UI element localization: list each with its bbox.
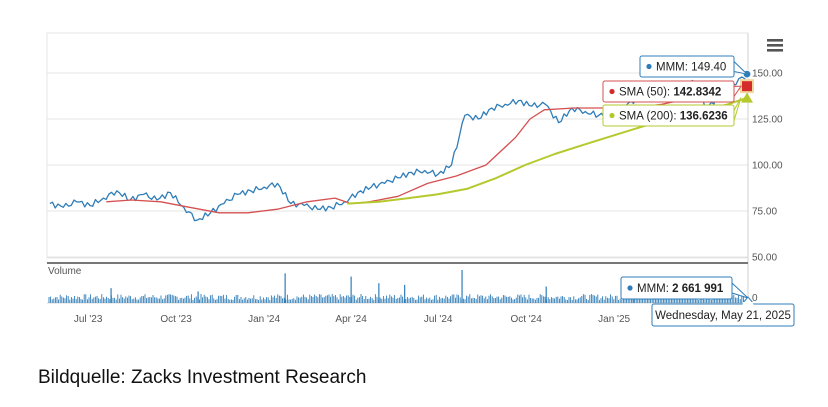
tooltip-volume: MMM: 2 661 991 — [620, 276, 749, 300]
x-tick-label: Jan '24 — [248, 314, 280, 325]
x-axis-ticks: Jul '23 Oct '23 Jan '24 Apr '24 Jul '24 Oct '… — [74, 314, 631, 325]
y-tick-label: 100.00 — [752, 161, 783, 172]
volume-zero-label: 0 — [752, 293, 758, 304]
stock-chart: 150.00 125.00 100.00 75.00 50.00 Jul '23 Oct … — [46, 32, 795, 327]
svg-text:MMM: 149.40: MMM: 149.40 — [656, 62, 726, 74]
x-tick-label: Jul '23 — [74, 314, 103, 325]
y-axis-ticks: 150.00 125.00 100.00 75.00 50.00 — [752, 69, 783, 264]
x-tick-label: Jul '24 — [424, 314, 453, 325]
x-tick-label: Oct '23 — [160, 314, 192, 325]
tooltip-date: Wednesday, May 21, 2025 — [651, 296, 795, 327]
svg-text:MMM: 2 661 991: MMM: 2 661 991 — [637, 283, 724, 295]
x-tick-label: Apr '24 — [335, 314, 367, 325]
tooltip-sma50: SMA (50): 142.8342 — [602, 80, 742, 103]
x-tick-label: Oct '24 — [510, 314, 542, 325]
tooltip-date-text: Wednesday, May 21, 2025 — [655, 310, 791, 322]
sma50-last-marker — [740, 79, 754, 94]
y-tick-label: 50.00 — [752, 253, 777, 264]
image-source-caption: Bildquelle: Zacks Investment Research — [38, 367, 367, 388]
y-tick-label: 75.00 — [752, 207, 777, 218]
y-tick-label: 150.00 — [752, 69, 783, 80]
svg-text:SMA (200): 136.6236: SMA (200): 136.6236 — [619, 111, 728, 123]
y-tick-label: 125.00 — [752, 115, 783, 126]
tooltip-sma200: SMA (200): 136.6236 — [602, 97, 742, 127]
hamburger-menu-icon[interactable] — [760, 34, 788, 56]
tooltip-price: MMM: 149.40 — [639, 55, 749, 78]
x-tick-label: Jan '25 — [598, 314, 630, 325]
tooltips: MMM: 149.40 SMA (50): 142.8342 SMA (200): … — [602, 55, 795, 327]
sma200-last-marker — [741, 92, 753, 103]
price-gridlines — [46, 32, 749, 303]
volume-label: Volume — [48, 266, 82, 277]
svg-text:SMA (50): 142.8342: SMA (50): 142.8342 — [619, 87, 721, 99]
volume-bars — [48, 270, 744, 303]
